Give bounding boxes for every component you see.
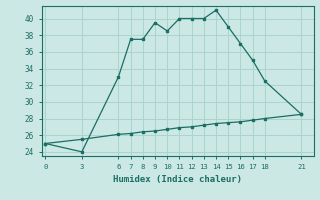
X-axis label: Humidex (Indice chaleur): Humidex (Indice chaleur) bbox=[113, 175, 242, 184]
